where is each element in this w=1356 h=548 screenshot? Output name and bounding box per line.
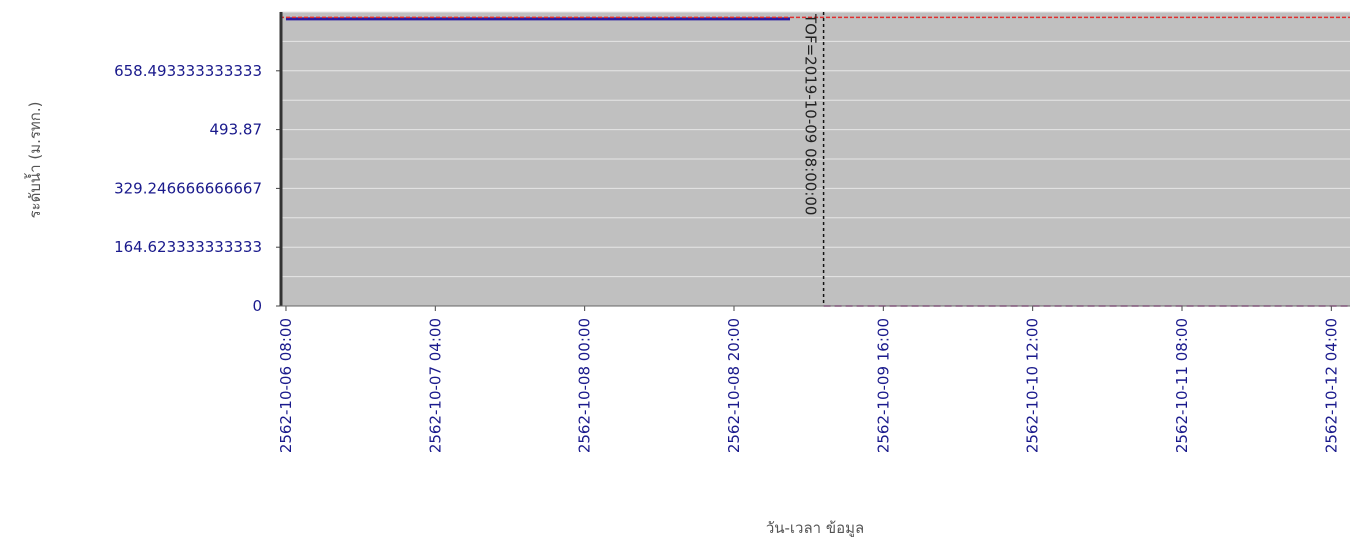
grid-lines <box>280 11 1350 278</box>
x-tick-label: 2562-10-10 12:00 <box>1024 318 1042 453</box>
axes: 0 164.623333333333 329.246666666667 493.87 6… <box>114 12 1350 453</box>
x-tick-label: 2562-10-12 04:00 <box>1322 318 1340 453</box>
y-tick-label: 329.246666666667 <box>114 179 262 197</box>
marker-layer: TOF=2019-10-09 08:00:00 <box>802 12 825 306</box>
x-axis-title: วัน-เวลา ข้อมูล <box>766 519 864 537</box>
x-tick-label: 2562-10-06 08:00 <box>277 318 295 453</box>
series-layer <box>280 16 1350 307</box>
y-tick-label: 658.493333333333 <box>114 62 262 80</box>
y-tick-label: 0 <box>252 297 262 315</box>
x-tick-label: 2562-10-08 20:00 <box>725 318 743 453</box>
x-tick-label: 2562-10-07 04:00 <box>426 318 444 453</box>
x-tick-label: 2562-10-11 08:00 <box>1173 318 1191 453</box>
y-axis-title: ระดับน้ำ (ม.รทก.) <box>24 102 44 219</box>
y-tick-label: 164.623333333333 <box>114 238 262 256</box>
tof-marker-label: TOF=2019-10-09 08:00:00 <box>802 13 820 215</box>
y-tick-label: 493.87 <box>210 121 263 139</box>
x-tick-label: 2562-10-08 00:00 <box>576 318 594 453</box>
x-tick-label: 2562-10-09 16:00 <box>874 318 892 453</box>
